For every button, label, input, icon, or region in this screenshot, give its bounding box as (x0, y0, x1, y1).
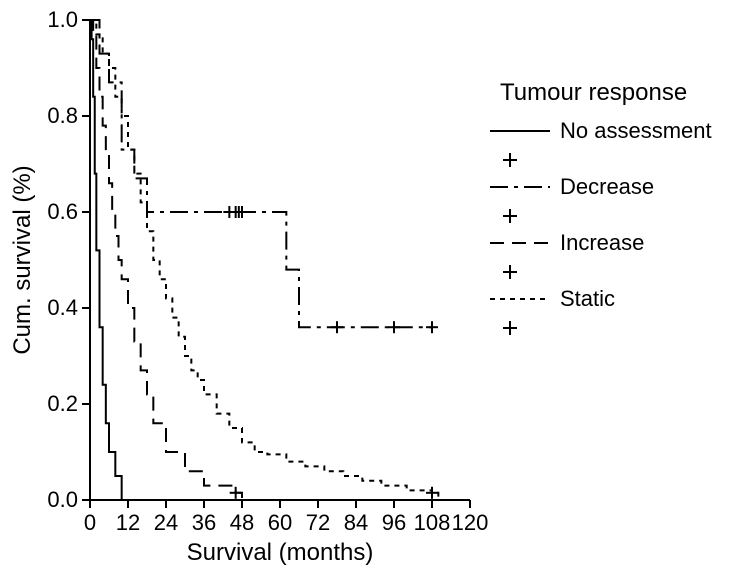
series-increase (90, 20, 242, 500)
legend-label: Increase (560, 230, 644, 255)
series-static (90, 20, 438, 500)
legend-label: No assessment (560, 118, 712, 143)
y-tick-label: 1.0 (47, 7, 78, 32)
x-tick-label: 108 (414, 510, 451, 535)
y-tick-label: 0.4 (47, 295, 78, 320)
y-axis-label: Cum. survival (%) (9, 165, 36, 354)
x-tick-label: 60 (268, 510, 292, 535)
x-tick-label: 36 (192, 510, 216, 535)
survival-chart: 0 12 24 36 48 60 72 84 96 108120 0.0 0.2 0.4 0.6 0.8 1.… (0, 0, 734, 573)
x-axis-label: Survival (months) (187, 539, 374, 566)
x-tick-label: 12 (116, 510, 140, 535)
y-tick-label: 0.0 (47, 487, 78, 512)
x-tick-label: 48 (230, 510, 254, 535)
y-tick-label: 0.2 (47, 391, 78, 416)
legend-title: Tumour response (500, 79, 687, 106)
x-tick-label: 120 (452, 510, 489, 535)
series-no_assessment (90, 20, 122, 500)
y-tick-label: 0.6 (47, 199, 78, 224)
x-tick-label: 72 (306, 510, 330, 535)
legend-label: Decrease (560, 174, 654, 199)
x-tick-label: 96 (382, 510, 406, 535)
chart-svg: 0 12 24 36 48 60 72 84 96 108120 0.0 0.2 0.4 0.6 0.8 1.… (0, 0, 734, 573)
x-tick-label: 24 (154, 510, 178, 535)
y-tick-label: 0.8 (47, 103, 78, 128)
x-tick-label: 0 (84, 510, 96, 535)
x-tick-label: 84 (344, 510, 368, 535)
legend-label: Static (560, 286, 615, 311)
